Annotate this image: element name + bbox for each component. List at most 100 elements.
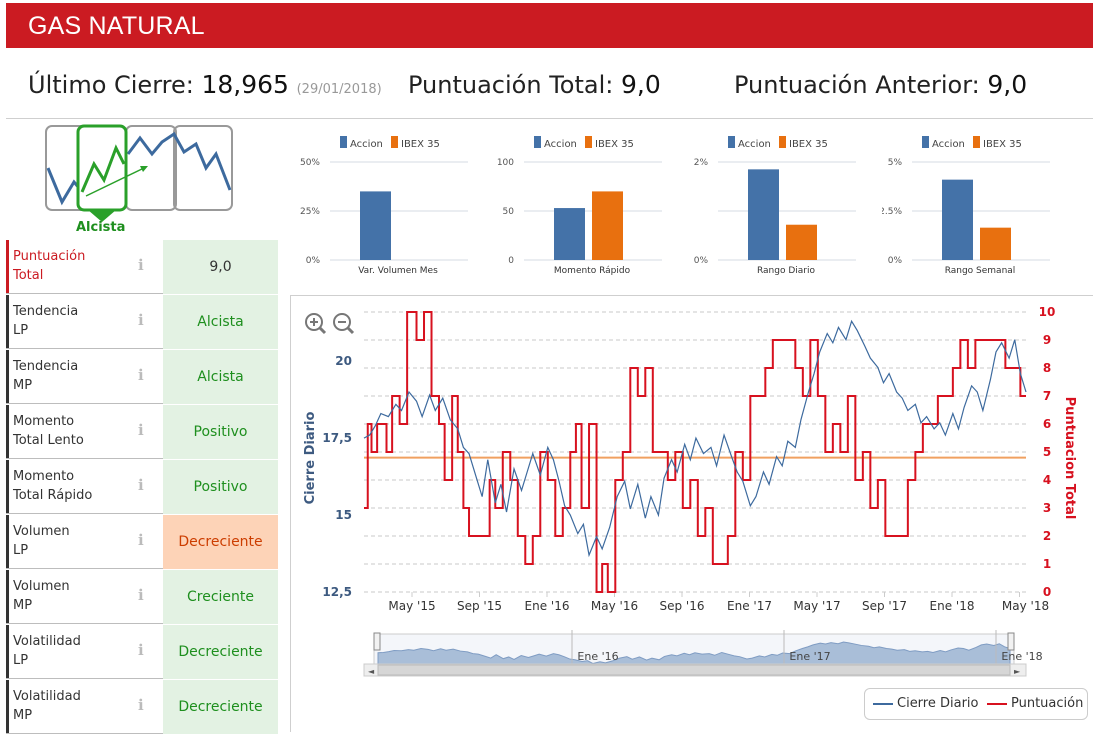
legend-price[interactable]: Cierre Diario xyxy=(897,696,979,711)
legend-ibex-swatch xyxy=(585,136,592,148)
navigator-area xyxy=(377,641,1011,665)
bar-chart-rango-semanal: Accion IBEX 35 5% 2.5% 0% Rango Semanal xyxy=(882,136,1050,276)
title-bar: GAS NATURAL xyxy=(6,3,1093,48)
info-icon[interactable]: ℹ xyxy=(138,531,144,549)
y-right-tick-label: 9 xyxy=(1043,333,1051,347)
x-tick-label: Ene '16 xyxy=(525,599,570,613)
y-tick-label: 25% xyxy=(300,207,320,217)
legend-accion-swatch xyxy=(340,136,347,148)
legend-ibex: IBEX 35 xyxy=(401,139,440,150)
y-right-axis-title: Puntuacion Total xyxy=(1062,397,1077,520)
x-tick-label: Ene '18 xyxy=(930,599,975,613)
y-right-tick-label: 4 xyxy=(1043,473,1051,487)
y-tick-label: 0 xyxy=(508,256,514,266)
indicator-value: Decreciente xyxy=(163,515,278,569)
x-tick-label: Ene '17 xyxy=(727,599,772,613)
row-separator xyxy=(6,513,163,514)
info-icon[interactable]: ℹ xyxy=(138,641,144,659)
indicator-value: 9,0 xyxy=(163,240,278,294)
indicator-label: Volumen LP xyxy=(6,515,163,569)
y-tick-label: 0% xyxy=(694,256,709,266)
indicator-label: Tendencia LP xyxy=(6,295,163,349)
indicator-row: Tendencia LP ℹ Alcista xyxy=(6,295,278,349)
y-tick-label: 5% xyxy=(888,158,903,168)
y-right-tick-label: 8 xyxy=(1043,361,1051,375)
indicator-label: Momento Total Lento xyxy=(6,405,163,459)
indicator-label: Momento Total Rápido xyxy=(6,460,163,514)
navigator-handle-left[interactable] xyxy=(373,632,381,651)
bar-chart-title: Var. Volumen Mes xyxy=(358,266,438,276)
y-tick-label: 2% xyxy=(694,158,709,168)
indicator-value: Positivo xyxy=(163,460,278,514)
page-title: GAS NATURAL xyxy=(28,12,205,40)
info-icon[interactable]: ℹ xyxy=(138,256,144,274)
scrollbar-thumb[interactable] xyxy=(377,664,1011,676)
y-right-tick-label: 0 xyxy=(1043,585,1051,599)
legend-price-swatch xyxy=(873,703,893,705)
row-separator xyxy=(6,623,163,624)
row-separator xyxy=(6,458,163,459)
zoom-in-icon[interactable] xyxy=(305,313,327,335)
total-score: Puntuación Total: 9,0 xyxy=(408,70,661,99)
indicator-value: Decreciente xyxy=(163,680,278,734)
x-tick-label: Sep '17 xyxy=(862,599,907,613)
previous-score: Puntuación Anterior: 9,0 xyxy=(734,70,1028,99)
scroll-left-arrow: ◄ xyxy=(368,667,375,676)
y-left-tick-label: 12,5 xyxy=(322,585,352,599)
legend-ibex-swatch xyxy=(973,136,980,148)
y-right-tick-label: 5 xyxy=(1043,445,1051,459)
total-score-value: 9,0 xyxy=(620,70,661,99)
last-close-value: 18,965 xyxy=(201,70,289,99)
x-tick-label: Sep '16 xyxy=(660,599,705,613)
indicator-row: Volatilidad MP ℹ Decreciente xyxy=(6,680,278,734)
navigator-tick-label: Ene '16 xyxy=(577,650,618,663)
y-left-tick-label: 15 xyxy=(335,508,352,522)
price-line xyxy=(363,319,1027,558)
y-right-tick-label: 1 xyxy=(1043,557,1051,571)
legend-accion: Accion xyxy=(932,139,965,150)
bar-chart-var-volumen: Accion IBEX 35 50% 25% 0% Var. Volumen Mes xyxy=(300,136,468,276)
legend-accion-swatch xyxy=(922,136,929,148)
x-tick-label: Sep '15 xyxy=(457,599,502,613)
row-separator xyxy=(6,678,163,679)
y-right-tick-label: 7 xyxy=(1043,389,1051,403)
legend-accion-swatch xyxy=(534,136,541,148)
zoom-out-lens xyxy=(333,313,351,331)
bar-ibex xyxy=(592,191,623,260)
divider xyxy=(290,295,1093,296)
info-icon[interactable]: ℹ xyxy=(138,311,144,329)
navigator-handle-right[interactable] xyxy=(1007,632,1015,651)
indicator-label: Puntuación Total xyxy=(6,240,163,294)
legend-score[interactable]: Puntuación xyxy=(1011,696,1084,711)
legend-ibex: IBEX 35 xyxy=(789,139,828,150)
indicator-label: Volumen MP xyxy=(6,570,163,624)
y-right-tick-label: 10 xyxy=(1039,305,1056,319)
last-close-date: (29/01/2018) xyxy=(296,82,382,97)
info-icon[interactable]: ℹ xyxy=(138,696,144,714)
y-tick-label: 0% xyxy=(888,256,903,266)
divider xyxy=(6,118,1093,119)
y-tick-label: 0% xyxy=(306,256,321,266)
x-tick-label: May '15 xyxy=(388,599,435,613)
legend-accion: Accion xyxy=(544,139,577,150)
navigator-tick-label: Ene '18 xyxy=(1001,650,1042,663)
bar-accion xyxy=(360,191,391,260)
summary-bar: Último Cierre: 18,965 (29/01/2018) Puntu… xyxy=(0,60,1104,112)
info-icon[interactable]: ℹ xyxy=(138,476,144,494)
indicator-value: Decreciente xyxy=(163,625,278,679)
info-icon[interactable]: ℹ xyxy=(138,366,144,384)
zoom-out-icon[interactable] xyxy=(333,313,355,335)
info-icon[interactable]: ℹ xyxy=(138,421,144,439)
indicator-row: Momento Total Lento ℹ Positivo xyxy=(6,405,278,459)
legend-ibex: IBEX 35 xyxy=(983,139,1022,150)
info-icon[interactable]: ℹ xyxy=(138,586,144,604)
x-tick-label: May '17 xyxy=(793,599,840,613)
scroll-right-arrow: ► xyxy=(1014,667,1021,676)
indicator-row: Volumen LP ℹ Decreciente xyxy=(6,515,278,569)
y-tick-label: 100 xyxy=(497,158,514,168)
zoom-in-lens xyxy=(305,313,323,331)
row-separator xyxy=(6,293,163,294)
row-separator xyxy=(6,403,163,404)
y-right-tick-label: 6 xyxy=(1043,417,1051,431)
